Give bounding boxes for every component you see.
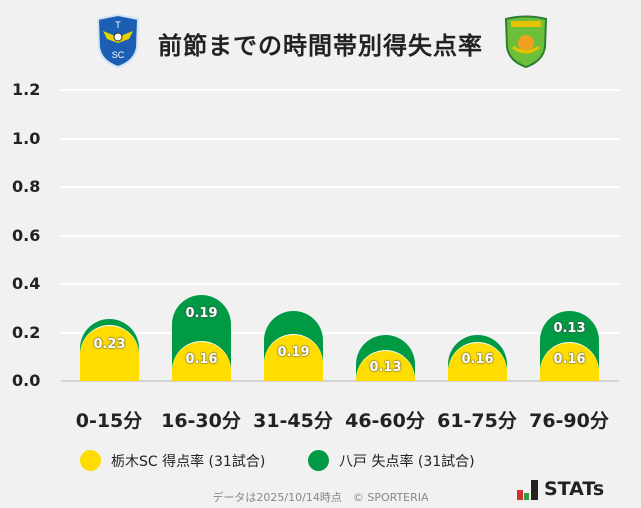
gridline xyxy=(61,235,619,237)
value-label: 0.13 xyxy=(369,360,402,375)
gridline xyxy=(61,332,619,334)
svg-text:T: T xyxy=(115,20,121,30)
value-label: 0.13 xyxy=(553,321,586,336)
y-tick: 0.0 xyxy=(12,371,41,390)
gridline xyxy=(61,186,619,188)
legend-label: 八戸 失点率 (31試合) xyxy=(339,453,475,470)
tochigi-sc-emblem-icon: T SC xyxy=(96,13,140,69)
gridline xyxy=(61,138,619,140)
bar-segment-tochigi xyxy=(80,325,139,381)
gridline xyxy=(61,283,619,285)
value-label: 0.19 xyxy=(185,306,218,321)
legend-item-tochigi: 栃木SC 得点率 (31試合) xyxy=(80,450,265,471)
svg-text:SC: SC xyxy=(112,50,125,60)
y-tick: 0.2 xyxy=(12,323,41,342)
x-tick: 46-60分 xyxy=(345,410,425,432)
brand-text: STATs xyxy=(544,478,605,500)
legend-label: 栃木SC 得点率 (31試合) xyxy=(111,453,266,470)
y-tick: 0.6 xyxy=(12,226,41,245)
y-tick: 0.4 xyxy=(12,274,41,293)
value-label: 0.23 xyxy=(93,337,126,352)
y-tick: 1.2 xyxy=(12,80,41,99)
value-label: 0.16 xyxy=(185,352,218,367)
bar-segment-tochigi xyxy=(172,341,231,381)
data-source-note: データは2025/10/14時点 © SPORTERIA xyxy=(212,491,429,504)
x-tick: 61-75分 xyxy=(437,410,517,432)
x-tick: 0-15分 xyxy=(75,410,143,432)
legend-item-hachinohe: 八戸 失点率 (31試合) xyxy=(308,450,475,471)
x-tick: 76-90分 xyxy=(529,410,609,432)
gridline xyxy=(61,89,619,91)
y-tick: 0.8 xyxy=(12,177,41,196)
bar-segment-tochigi xyxy=(264,334,323,381)
value-label: 0.16 xyxy=(461,352,494,367)
stats-brand-logo: STATs xyxy=(517,478,604,500)
x-tick: 31-45分 xyxy=(253,410,333,432)
x-axis-baseline xyxy=(61,380,619,382)
bar-chart-icon xyxy=(517,480,538,500)
x-tick: 16-30分 xyxy=(161,410,241,432)
y-tick: 1.0 xyxy=(12,129,41,148)
chart-title: 前節までの時間帯別得失点率 xyxy=(158,32,483,60)
legend-dot-icon xyxy=(308,450,329,471)
legend-dot-icon xyxy=(80,450,101,471)
hachinohe-emblem-icon xyxy=(504,15,548,69)
value-label: 0.16 xyxy=(553,352,586,367)
value-label: 0.19 xyxy=(277,345,310,360)
